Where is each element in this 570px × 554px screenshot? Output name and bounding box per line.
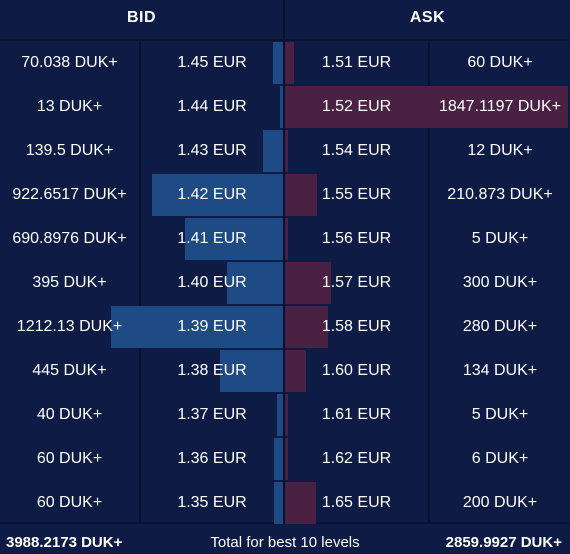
bid-quantity: 1212.13 DUK+ xyxy=(16,318,123,335)
bid-quantity: 445 DUK+ xyxy=(32,362,107,379)
ask-quantity: 280 DUK+ xyxy=(462,318,538,335)
bid-quantity: 60 DUK+ xyxy=(36,494,103,511)
bid-depth-bar xyxy=(274,482,283,524)
column-divider-center xyxy=(283,0,285,522)
ask-quantity: 210.873 DUK+ xyxy=(447,186,553,203)
ask-depth-bar xyxy=(285,174,317,216)
order-book-row[interactable]: 60 DUK+ 1.35 EUR 1.65 EUR 200 DUK+ xyxy=(0,481,570,525)
bid-depth-bar xyxy=(263,130,283,172)
bid-price: 1.45 EUR xyxy=(177,54,247,71)
bid-quantity: 139.5 DUK+ xyxy=(25,142,114,159)
bid-depth-bar xyxy=(227,262,283,304)
ask-quantity: 5 DUK+ xyxy=(471,230,529,247)
bid-price: 1.35 EUR xyxy=(177,494,247,511)
ask-price: 1.54 EUR xyxy=(321,142,392,159)
bid-depth-bar xyxy=(111,306,283,348)
ask-price: 1.55 EUR xyxy=(321,186,392,203)
ask-price: 1.52 EUR xyxy=(321,98,392,115)
ask-price: 1.51 EUR xyxy=(321,54,392,71)
order-book-header: BID ASK xyxy=(0,0,570,40)
order-book-row[interactable]: 690.8976 DUK+ 1.41 EUR 1.56 EUR 5 DUK+ xyxy=(0,217,570,261)
bid-price: 1.36 EUR xyxy=(177,450,247,467)
bid-quantity: 13 DUK+ xyxy=(36,98,103,115)
ask-depth-bar xyxy=(285,306,328,348)
bid-total: 3988.2173 DUK+ xyxy=(6,534,123,551)
bid-depth-bar xyxy=(274,438,283,480)
ask-price: 1.65 EUR xyxy=(321,494,392,511)
ask-quantity: 300 DUK+ xyxy=(462,274,538,291)
ask-depth-bar xyxy=(285,394,288,436)
order-book-row[interactable]: 445 DUK+ 1.38 EUR 1.60 EUR 134 DUK+ xyxy=(0,349,570,393)
bid-price: 1.39 EUR xyxy=(177,318,247,335)
ask-quantity: 134 DUK+ xyxy=(462,362,538,379)
order-book-row[interactable]: 70.038 DUK+ 1.45 EUR 1.51 EUR 60 DUK+ xyxy=(0,41,570,85)
bid-quantity: 690.8976 DUK+ xyxy=(12,230,127,247)
ask-quantity: 60 DUK+ xyxy=(467,54,533,71)
ask-depth-bar xyxy=(285,42,294,84)
bid-depth-bar xyxy=(152,174,283,216)
order-book-row[interactable]: 1212.13 DUK+ 1.39 EUR 1.58 EUR 280 DUK+ xyxy=(0,305,570,349)
ask-price: 1.56 EUR xyxy=(321,230,392,247)
bid-depth-bar xyxy=(185,218,283,260)
ask-depth-bar xyxy=(285,86,568,128)
ask-quantity: 1847.1197 DUK+ xyxy=(438,98,561,115)
order-book-row[interactable]: 922.6517 DUK+ 1.42 EUR 1.55 EUR 210.873 DUK… xyxy=(0,173,570,217)
bid-quantity: 60 DUK+ xyxy=(36,450,103,467)
order-book-row[interactable]: 13 DUK+ 1.44 EUR 1.52 EUR 1847.1197 DUK+ xyxy=(0,85,570,129)
ask-depth-bar xyxy=(285,350,306,392)
header-divider xyxy=(0,39,570,41)
bid-depth-bar xyxy=(280,86,283,128)
ask-depth-bar xyxy=(285,482,316,524)
bid-price: 1.41 EUR xyxy=(177,230,247,247)
order-book-row[interactable]: 395 DUK+ 1.40 EUR 1.57 EUR 300 DUK+ xyxy=(0,261,570,305)
order-book-row[interactable]: 40 DUK+ 1.37 EUR 1.61 EUR 5 DUK+ xyxy=(0,393,570,437)
bid-depth-bar xyxy=(220,350,283,392)
ask-quantity: 200 DUK+ xyxy=(462,494,538,511)
bid-price: 1.37 EUR xyxy=(177,406,247,423)
order-book-rows: 70.038 DUK+ 1.45 EUR 1.51 EUR 60 DUK+ 13 DUK… xyxy=(0,41,570,525)
order-book-footer: 3988.2173 DUK+ Total for best 10 levels … xyxy=(0,522,570,554)
bid-quantity: 70.038 DUK+ xyxy=(21,54,118,71)
bid-depth-bar xyxy=(277,394,283,436)
ask-total: 2859.9927 DUK+ xyxy=(445,534,562,551)
ask-depth-bar xyxy=(285,438,288,480)
bid-quantity: 922.6517 DUK+ xyxy=(12,186,127,203)
bid-price: 1.42 EUR xyxy=(177,186,247,203)
bid-price: 1.44 EUR xyxy=(177,98,247,115)
ask-price: 1.61 EUR xyxy=(321,406,392,423)
column-divider-bid xyxy=(139,41,141,522)
bid-price: 1.43 EUR xyxy=(177,142,247,159)
ask-quantity: 12 DUK+ xyxy=(467,142,533,159)
bid-price: 1.40 EUR xyxy=(177,274,247,291)
ask-column-header: ASK xyxy=(409,9,446,26)
order-book-row[interactable]: 60 DUK+ 1.36 EUR 1.62 EUR 6 DUK+ xyxy=(0,437,570,481)
ask-price: 1.60 EUR xyxy=(321,362,392,379)
bid-price: 1.38 EUR xyxy=(177,362,247,379)
ask-price: 1.58 EUR xyxy=(321,318,392,335)
ask-quantity: 5 DUK+ xyxy=(471,406,529,423)
order-book-row[interactable]: 139.5 DUK+ 1.43 EUR 1.54 EUR 12 DUK+ xyxy=(0,129,570,173)
bid-column-header: BID xyxy=(126,9,157,26)
ask-depth-bar xyxy=(285,218,288,260)
ask-price: 1.62 EUR xyxy=(321,450,392,467)
bid-quantity: 40 DUK+ xyxy=(36,406,103,423)
ask-depth-bar xyxy=(285,262,331,304)
bid-quantity: 395 DUK+ xyxy=(32,274,107,291)
ask-price: 1.57 EUR xyxy=(321,274,392,291)
column-divider-ask xyxy=(428,41,430,522)
bid-depth-bar xyxy=(273,42,283,84)
ask-depth-bar xyxy=(285,130,288,172)
ask-quantity: 6 DUK+ xyxy=(471,450,529,467)
total-label: Total for best 10 levels xyxy=(210,534,360,551)
